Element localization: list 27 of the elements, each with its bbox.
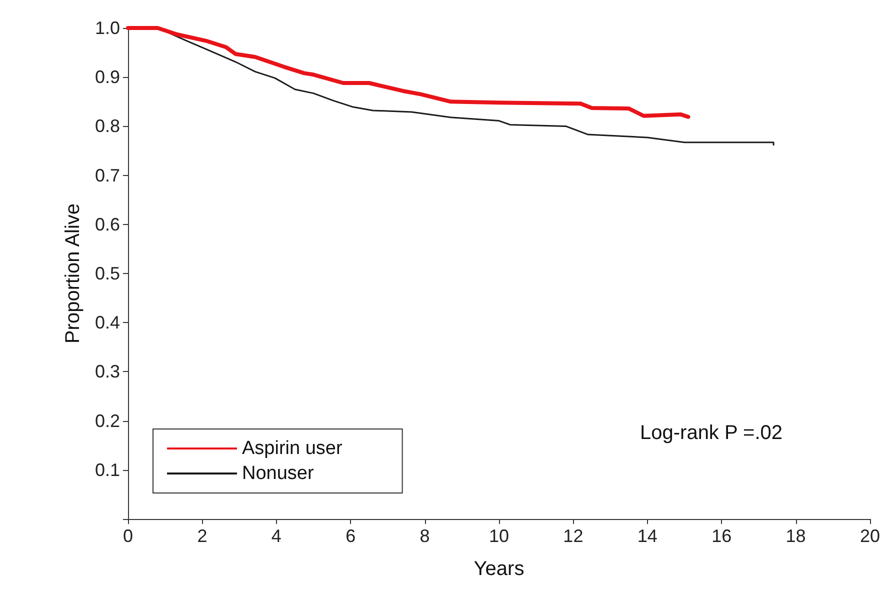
x-tick-label: 10: [488, 526, 510, 546]
y-tick-label: 0.7: [94, 165, 120, 186]
y-tick-label: 0.3: [94, 362, 120, 382]
x-tick-label: 18: [786, 526, 806, 546]
x-tick-label: 16: [712, 526, 732, 546]
x-tick-label: 4: [271, 526, 282, 546]
x-axis-title: Years: [474, 558, 524, 580]
y-tick-label: 0.8: [94, 116, 120, 136]
y-tick-label: 0.2: [94, 410, 120, 431]
y-tick-label: 0.4: [94, 312, 120, 333]
line-series: [126, 26, 690, 119]
legend-label: Nonuser: [242, 463, 314, 484]
y-tick-label: 0.9: [94, 67, 120, 88]
y-tick-label: 1.0: [94, 18, 120, 38]
x-tick-label: 14: [637, 526, 658, 546]
x-tick-label: 6: [346, 526, 356, 546]
legend-label: Aspirin user: [242, 438, 343, 459]
x-tick-label: 0: [122, 526, 134, 546]
x-tick-label: 2: [197, 526, 208, 546]
annotation: Log-rank P =.02: [640, 422, 783, 444]
y-axis-title: Proportion Alive: [62, 203, 84, 344]
y-tick-label: 0.5: [94, 264, 120, 284]
x-tick-label: 12: [563, 526, 584, 546]
y-tick-label: 0.1: [94, 460, 120, 480]
y-tick-label: 0.6: [94, 214, 120, 234]
x-tick-label: 8: [420, 526, 430, 546]
x-tick-label: 20: [860, 526, 880, 546]
